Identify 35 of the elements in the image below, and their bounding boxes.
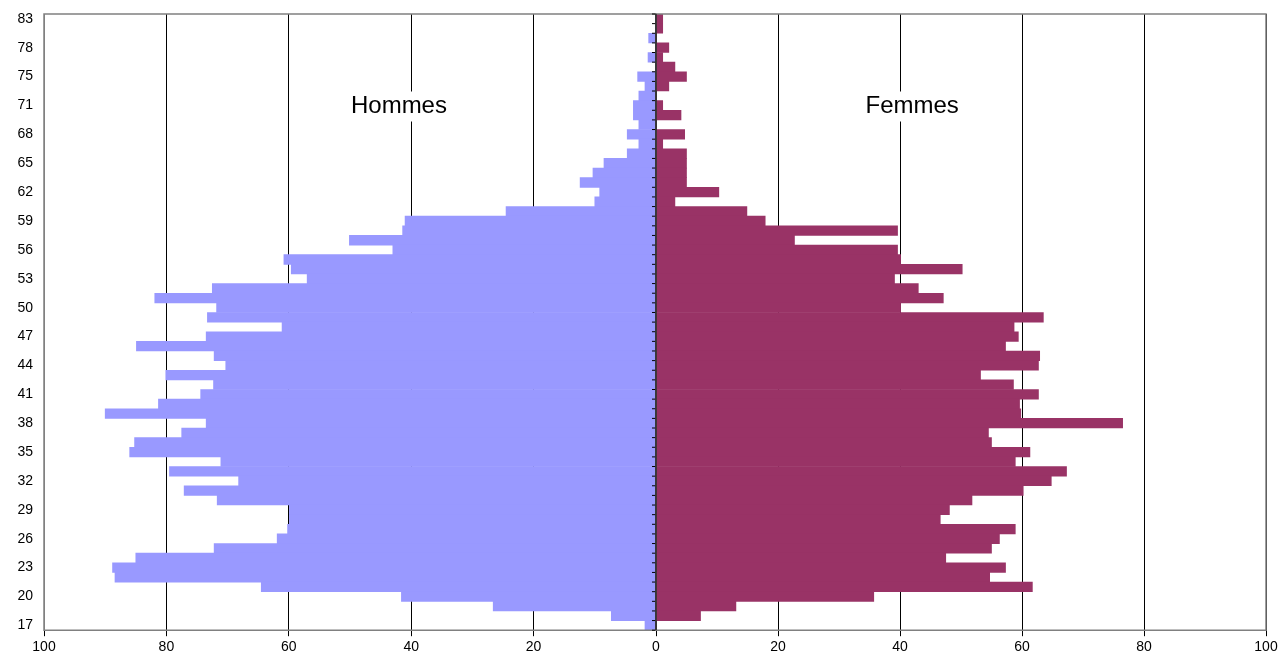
y-tick-label: 44 bbox=[17, 356, 34, 373]
y-tick-label: 38 bbox=[17, 414, 34, 431]
x-tick-label: 40 bbox=[892, 638, 908, 655]
x-tick-label: 0 bbox=[652, 638, 661, 655]
x-tick-label: 80 bbox=[1136, 638, 1152, 655]
x-tick-label: 80 bbox=[158, 638, 175, 655]
x-tick-label: 100 bbox=[1254, 638, 1278, 655]
y-tick-label: 68 bbox=[17, 125, 34, 142]
y-tick-label: 59 bbox=[17, 211, 34, 228]
y-tick-label: 62 bbox=[17, 182, 34, 199]
y-tick-label: 56 bbox=[17, 240, 34, 257]
y-tick-label: 47 bbox=[17, 327, 34, 344]
x-tick-label: 60 bbox=[1014, 638, 1030, 655]
y-tick-label: 23 bbox=[17, 558, 34, 575]
y-tick-label: 75 bbox=[17, 67, 34, 84]
y-tick-label: 41 bbox=[17, 385, 34, 402]
y-tick-label: 50 bbox=[17, 298, 34, 315]
x-tick-label: 20 bbox=[525, 638, 542, 655]
text: Femmes bbox=[865, 91, 959, 119]
y-tick-label: 32 bbox=[17, 471, 34, 488]
y-tick-label: 29 bbox=[17, 500, 34, 517]
x-tick-label: 20 bbox=[770, 638, 786, 655]
y-tick-label: 71 bbox=[17, 96, 34, 113]
y-tick-label: 17 bbox=[17, 616, 34, 633]
y-tick-label: 35 bbox=[17, 442, 34, 459]
y-tick-label: 26 bbox=[17, 529, 34, 546]
y-tick-label: 53 bbox=[17, 269, 34, 286]
x-tick-label: 60 bbox=[281, 638, 297, 655]
y-tick-label: 83 bbox=[17, 9, 34, 26]
x-tick-label: 100 bbox=[32, 638, 56, 655]
y-tick-label: 20 bbox=[17, 587, 34, 604]
x-tick-label: 40 bbox=[403, 638, 420, 655]
y-tick-label: 65 bbox=[17, 154, 34, 171]
text: Hommes bbox=[350, 91, 447, 119]
y-tick-label: 78 bbox=[17, 38, 34, 55]
